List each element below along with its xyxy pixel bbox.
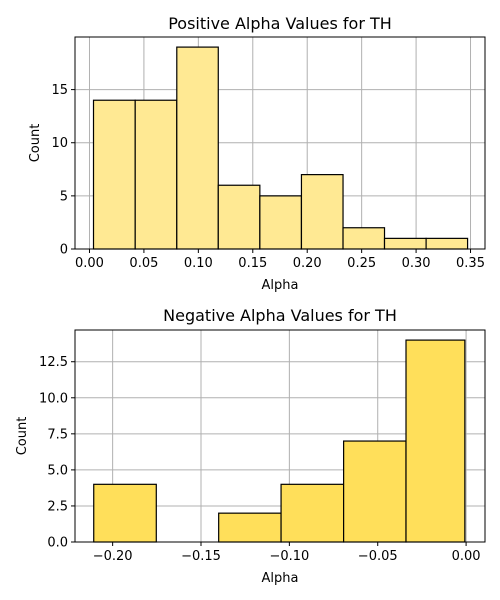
x-tick-label: −0.20 bbox=[93, 549, 133, 564]
histogram-bar bbox=[217, 184, 261, 250]
x-tick-label: 0.25 bbox=[347, 256, 376, 271]
y-tick-label: 5.0 bbox=[47, 463, 68, 478]
histogram-bar bbox=[93, 483, 157, 543]
y-tick-label: 15 bbox=[51, 83, 68, 98]
x-tick-label: 0.05 bbox=[129, 256, 158, 271]
x-tick-label: 0.00 bbox=[75, 256, 104, 271]
y-tick-label: 7.5 bbox=[47, 427, 68, 442]
chart-title: Positive Alpha Values for TH bbox=[168, 14, 392, 33]
y-tick-label: 12.5 bbox=[39, 355, 68, 370]
histogram-bar bbox=[218, 512, 282, 543]
histogram-bar bbox=[425, 237, 469, 250]
ticks: 0.00 0.05 0.10 0.15 0.20 0.25 0.30 0.35 0 5 10 15 bbox=[51, 83, 485, 271]
y-axis-label: Count bbox=[28, 124, 43, 163]
x-tick-label: −0.05 bbox=[358, 549, 398, 564]
histogram-bar bbox=[343, 440, 407, 543]
x-tick-label: 0.30 bbox=[402, 256, 431, 271]
histogram-bar bbox=[280, 483, 345, 543]
histogram-bar bbox=[300, 174, 344, 250]
histogram-bar bbox=[134, 99, 178, 250]
x-tick-label: 0.20 bbox=[293, 256, 322, 271]
y-tick-label: 2.5 bbox=[47, 499, 68, 514]
histogram-bar bbox=[259, 195, 303, 250]
x-tick-label: 0.00 bbox=[452, 549, 481, 564]
bars bbox=[92, 46, 469, 250]
x-tick-label: 0.35 bbox=[456, 256, 485, 271]
negative-alpha-histogram: Negative Alpha Values for TH −0.20 −0.15−… bbox=[15, 306, 486, 586]
x-axis-label: Alpha bbox=[262, 278, 299, 293]
histogram-bar bbox=[92, 99, 136, 250]
x-tick-label: −0.15 bbox=[181, 549, 221, 564]
ticks: −0.20 −0.15 −0.10 −0.05 0.00 0.0 2.5 5.0 7.5 10.0… bbox=[39, 355, 481, 564]
histogram-bar bbox=[383, 237, 427, 250]
y-tick-label: 10.0 bbox=[39, 391, 68, 406]
histogram-bar bbox=[176, 46, 219, 250]
y-tick-label: 0.0 bbox=[47, 536, 68, 551]
y-tick-label: 0 bbox=[60, 243, 68, 258]
y-tick-label: 10 bbox=[51, 136, 68, 151]
chart-title: Negative Alpha Values for TH bbox=[163, 306, 397, 325]
positive-alpha-histogram: Positive Alpha Values for TH 0.00 0.05 0.1… bbox=[28, 14, 486, 293]
bars bbox=[93, 339, 466, 543]
x-tick-label: 0.10 bbox=[184, 256, 213, 271]
x-tick-label: 0.15 bbox=[238, 256, 267, 271]
x-tick-label: −0.10 bbox=[269, 549, 309, 564]
y-axis-label: Count bbox=[15, 417, 30, 456]
histogram-bar bbox=[342, 227, 386, 250]
plot-frame bbox=[74, 329, 486, 543]
histogram-bar bbox=[405, 339, 466, 543]
x-axis-label: Alpha bbox=[262, 571, 299, 586]
y-tick-label: 5 bbox=[60, 189, 68, 204]
